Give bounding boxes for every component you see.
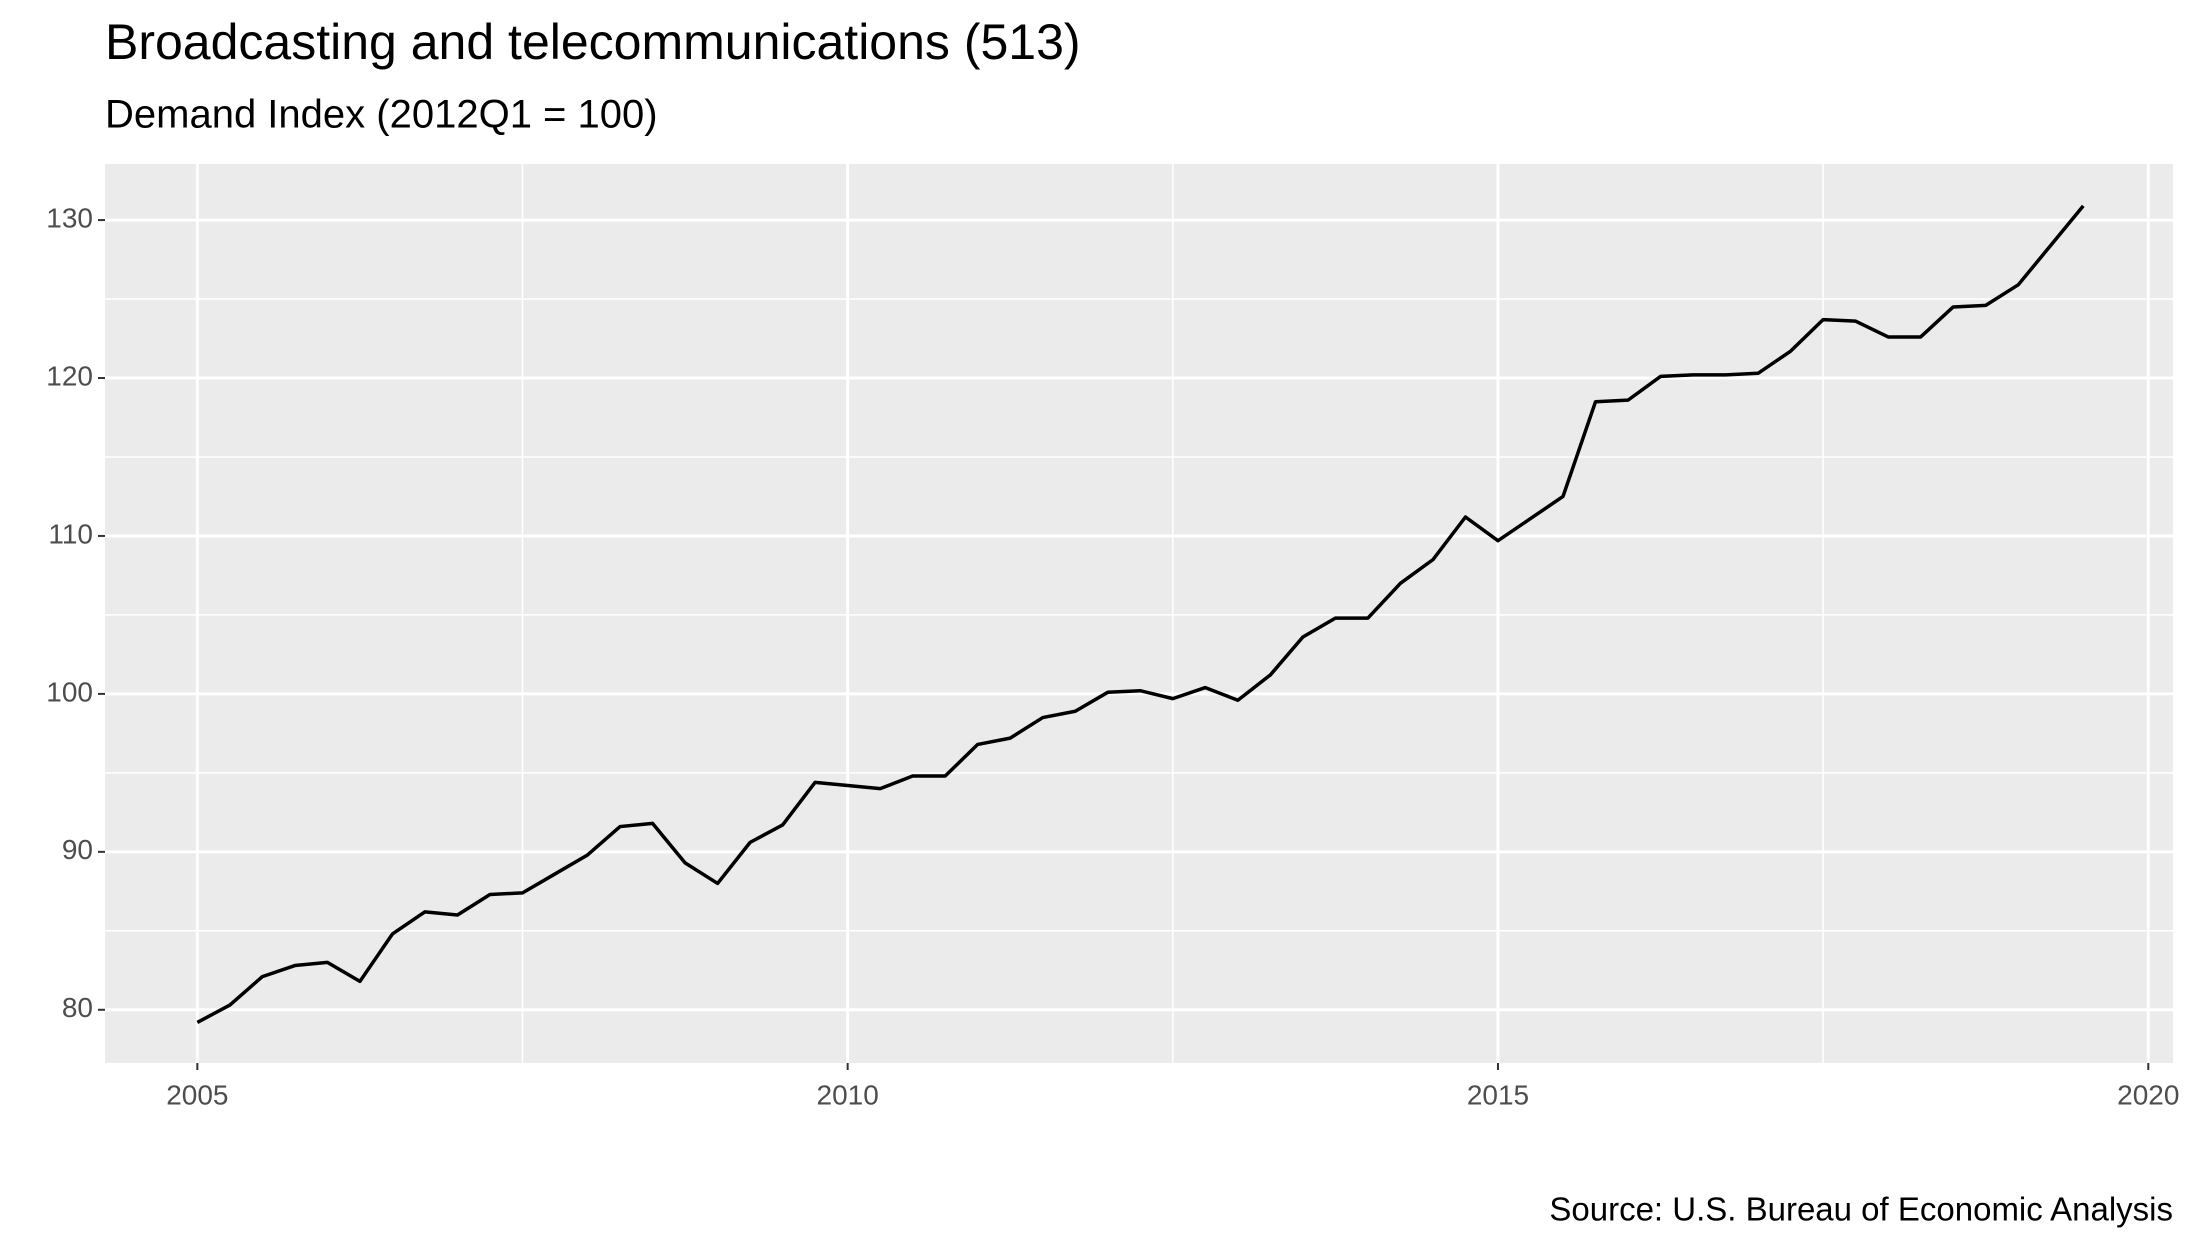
caption: Source: U.S. Bureau of Economic Analysis <box>1549 1191 2173 1228</box>
y-tick-label: 90 <box>62 834 93 865</box>
chart-subtitle: Demand Index (2012Q1 = 100) <box>105 93 658 137</box>
x-tick-label: 2010 <box>817 1079 879 1110</box>
y-tick-label: 110 <box>48 518 93 549</box>
x-tick-label: 2020 <box>2117 1079 2179 1110</box>
y-tick-label: 80 <box>62 992 93 1023</box>
chart-title: Broadcasting and telecommunications (513… <box>105 14 1081 70</box>
x-tick-label: 2015 <box>1467 1079 1529 1110</box>
data-line <box>196 204 2085 1024</box>
y-tick-label: 130 <box>46 202 93 233</box>
y-tick-label: 100 <box>46 676 93 707</box>
x-tick-label: 2005 <box>166 1079 228 1110</box>
y-tick-label: 120 <box>46 360 93 391</box>
